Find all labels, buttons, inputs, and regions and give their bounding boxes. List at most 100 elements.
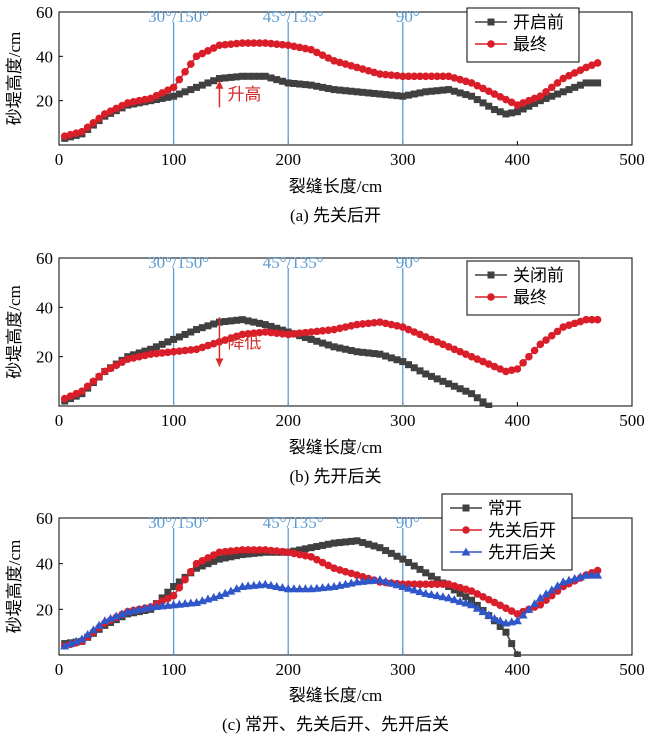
data-point [416,367,424,375]
angle-label: 45°/135° [263,7,324,26]
data-point [221,318,229,326]
data-point [387,320,396,329]
data-point [210,320,218,328]
data-point [267,39,275,48]
data-point [272,547,281,555]
data-point [570,69,579,77]
data-point [118,358,126,367]
data-point [490,598,499,607]
data-point [444,72,453,81]
data-point [341,60,350,68]
data-point [187,328,195,336]
data-point [421,72,430,81]
data-point [330,56,338,65]
data-point [525,102,533,110]
data-point [221,40,229,49]
data-point [307,544,315,552]
data-point [554,90,562,98]
data-point [565,321,573,330]
data-point [542,88,550,96]
data-point [422,370,430,378]
data-point [370,318,378,327]
data-point [169,83,178,92]
data-point [266,580,276,589]
x-tick-label: 0 [55,150,64,169]
data-point [146,350,155,359]
data-point [399,72,407,81]
data-point [330,343,338,351]
data-point [559,88,567,96]
data-point [284,79,292,87]
data-point [427,572,435,580]
data-point [209,551,218,559]
data-point [548,92,556,100]
data-point [502,628,510,636]
data-point [146,94,155,103]
data-point [193,564,201,572]
data-point [536,92,545,101]
data-point [164,338,172,346]
data-point [502,95,510,104]
data-point [473,355,482,363]
data-point [421,333,430,341]
data-point [490,362,499,371]
data-point [152,91,161,100]
data-point [192,559,201,568]
data-point [318,558,327,567]
data-point [255,39,264,47]
data-point [255,328,264,337]
angle-label: 90° [396,7,420,26]
data-point [467,352,476,361]
data-point [410,580,419,589]
legend-box [466,7,580,63]
y-axis-label: 砂堤高度/cm [5,32,24,126]
data-point [129,97,138,106]
data-point [164,588,172,596]
data-point [278,547,287,556]
data-point [198,562,206,570]
data-point [416,580,424,589]
data-point [376,70,384,78]
data-point [261,72,269,80]
data-point [588,315,596,324]
data-point [496,108,504,116]
data-point [244,317,252,325]
data-point [439,86,447,94]
data-point [313,82,321,90]
data-point [301,328,310,337]
data-point [582,315,590,324]
data-point [535,593,545,602]
data-point [347,87,355,95]
data-point [233,552,241,560]
data-point [244,72,252,80]
data-point [416,565,424,573]
data-point [456,75,464,84]
data-point [449,595,459,604]
data-point [382,91,390,99]
data-point [519,359,527,367]
data-point [89,119,98,127]
data-point [233,73,241,81]
data-point [559,74,568,83]
data-point [221,336,229,344]
data-point [439,72,447,81]
data-point [193,326,201,334]
data-point [387,91,395,99]
data-point [582,79,590,87]
x-tick-label: 500 [619,150,645,169]
data-point [594,79,602,87]
data-point [531,99,539,107]
data-point [101,367,109,376]
data-point [405,91,413,99]
data-point [215,548,224,557]
data-point [301,334,309,342]
data-point [232,332,241,341]
data-point [214,591,224,600]
data-point [450,582,459,590]
data-point [175,333,183,341]
data-point [261,328,270,336]
data-point [267,74,275,82]
data-point [232,39,241,48]
data-point [335,324,344,333]
